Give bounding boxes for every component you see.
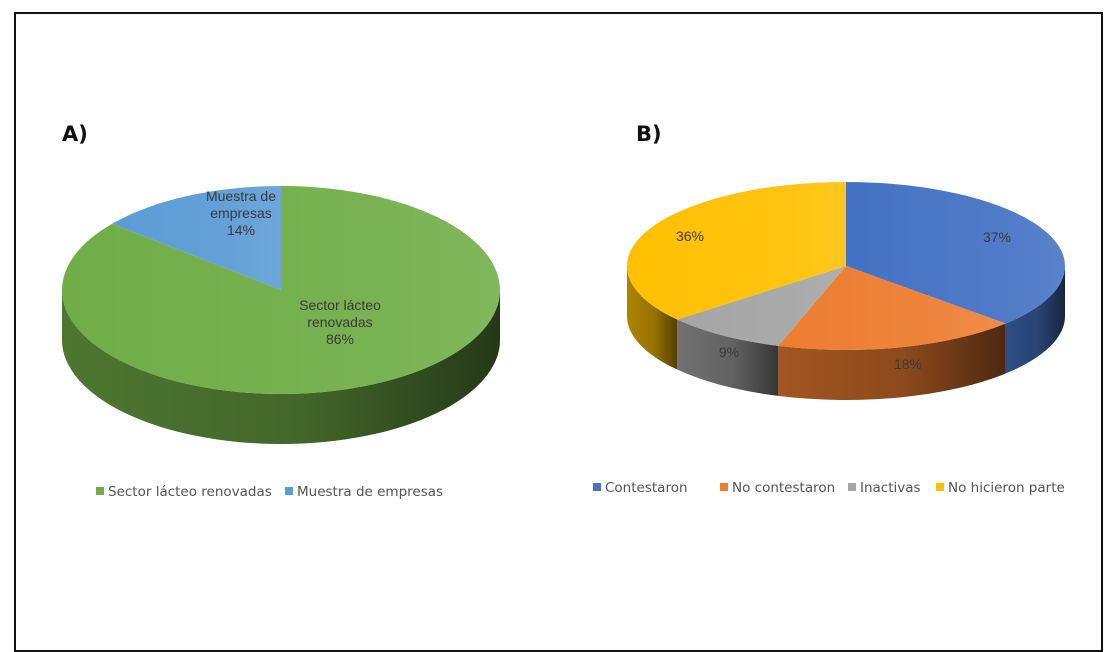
pie-slice-shine <box>846 182 1065 324</box>
legend-item-contestaron: Contestaron <box>593 480 688 496</box>
pie-slice-shine <box>112 186 281 290</box>
pie-side-shade <box>1005 266 1065 374</box>
legend-item-muestra: Muestra de empresas <box>285 484 443 500</box>
legend-swatch <box>848 483 856 491</box>
pie-data-label-muestra-de-empresas: empresas <box>210 205 271 221</box>
legend-label: Contestaron <box>605 480 688 496</box>
pie-side-shade <box>778 323 1006 400</box>
legend-label: Inactivas <box>860 480 921 496</box>
legend-swatch <box>96 487 104 495</box>
pie-data-label-sector-lacteo-renovadas: Sector lácteo <box>299 297 381 313</box>
pie-data-label-muestra-de-empresas: Muestra de <box>206 188 276 204</box>
legend-swatch <box>720 483 728 491</box>
legend-label: No hicieron parte <box>948 480 1065 496</box>
pie-data-label-sector-lacteo-renovadas: 86% <box>326 331 354 347</box>
pie-side-shade <box>677 319 779 396</box>
legend-swatch <box>936 483 944 491</box>
legend-item-no-hicieron-parte: No hicieron parte <box>936 480 1065 496</box>
pie-data-label-no-contestaron: 18% <box>894 356 922 372</box>
panel-label-b: B) <box>636 122 662 146</box>
pie-slice-shine <box>627 182 846 320</box>
legend-swatch <box>285 487 293 495</box>
pie-side-shade <box>62 290 500 444</box>
pie-chart-b: 37% 18% 9% 36% <box>627 182 1065 400</box>
legend-swatch <box>593 483 601 491</box>
pie-slice-shine <box>677 266 846 346</box>
pie-data-label-sector-lacteo-renovadas: renovadas <box>307 314 372 330</box>
legend-item-inactivas: Inactivas <box>848 480 921 496</box>
pie-data-label-inactivas: 9% <box>719 344 739 360</box>
legend-label: Muestra de empresas <box>297 484 444 500</box>
pie-side-shade <box>627 266 678 370</box>
panel-label-a: A) <box>62 122 88 146</box>
pie-data-label-contestaron: 37% <box>983 229 1011 245</box>
legend-label: No contestaron <box>732 480 836 496</box>
legend-item-no-contestaron: No contestaron <box>720 480 835 496</box>
pie-data-label-muestra-de-empresas: 14% <box>227 222 255 238</box>
pie-slice-shine <box>778 266 1006 350</box>
legend-label: Sector lácteo renovadas <box>108 484 272 500</box>
pie-data-label-no-hicieron-parte: 36% <box>676 228 704 244</box>
legend-item-sector-lacteo: Sector lácteo renovadas <box>96 484 272 500</box>
